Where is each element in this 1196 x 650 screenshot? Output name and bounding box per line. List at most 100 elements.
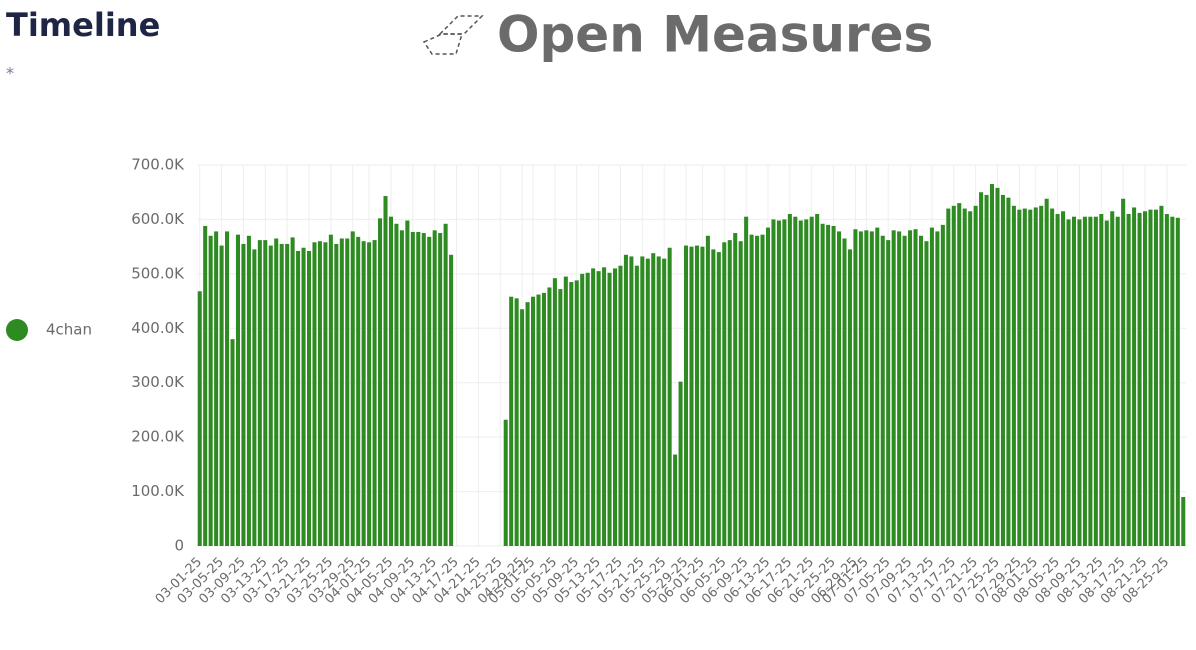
bar	[864, 230, 869, 547]
bar	[946, 208, 951, 547]
bar	[317, 241, 322, 546]
y-tick-label: 100.0K	[131, 482, 185, 500]
bar	[241, 243, 246, 546]
bar	[1132, 207, 1137, 546]
bar	[962, 208, 967, 547]
bar	[984, 194, 989, 546]
bar	[1153, 209, 1158, 547]
bar	[820, 223, 825, 547]
bar	[634, 265, 639, 546]
bar	[388, 216, 393, 546]
bar	[339, 238, 344, 546]
bar	[563, 276, 568, 546]
y-tick-label: 700.0K	[131, 156, 185, 174]
bar	[760, 234, 765, 546]
bar	[1099, 213, 1104, 546]
bar	[1093, 216, 1098, 546]
bar	[263, 240, 268, 546]
bar	[1028, 209, 1033, 547]
bar	[197, 291, 202, 546]
bar	[1039, 205, 1044, 547]
legend-label: 4chan	[46, 321, 92, 339]
bar	[913, 229, 918, 546]
bar	[875, 227, 880, 547]
bar	[378, 218, 383, 546]
bar	[301, 247, 306, 546]
bar	[1110, 211, 1115, 546]
bar	[918, 235, 924, 546]
bar	[399, 230, 404, 547]
bar	[1181, 497, 1186, 546]
bar	[837, 231, 842, 546]
bar	[645, 258, 650, 546]
bar	[733, 233, 738, 547]
bar	[306, 250, 312, 547]
bar	[323, 242, 328, 546]
y-tick-label: 600.0K	[131, 210, 185, 228]
bar	[225, 231, 230, 546]
bar	[296, 250, 301, 547]
bar	[328, 234, 333, 546]
bar	[722, 242, 727, 546]
bar	[383, 196, 388, 546]
bar	[629, 256, 634, 546]
bar	[727, 240, 732, 546]
bar	[711, 249, 716, 546]
bar	[580, 273, 585, 546]
bar	[356, 236, 361, 547]
bar	[793, 216, 798, 546]
bar	[656, 256, 661, 546]
bar	[678, 381, 683, 546]
legend-swatch	[6, 319, 28, 341]
bar	[443, 223, 448, 547]
bar	[618, 265, 623, 546]
bar	[541, 292, 546, 546]
bar	[623, 254, 628, 547]
bar	[897, 231, 902, 546]
bar	[798, 220, 803, 546]
bar	[705, 235, 710, 546]
bar	[755, 235, 760, 546]
y-tick-label: 200.0K	[131, 428, 185, 446]
bar	[1142, 211, 1148, 546]
bar	[1104, 220, 1109, 546]
bar	[831, 225, 836, 546]
page-title: Timeline	[6, 6, 160, 44]
bar	[651, 253, 656, 546]
bar	[1088, 216, 1093, 546]
bar	[1159, 205, 1164, 547]
bar	[531, 296, 536, 546]
bar	[1071, 216, 1077, 546]
bar	[394, 223, 399, 547]
y-tick-label: 300.0K	[131, 373, 185, 391]
bar	[607, 272, 612, 546]
bar	[891, 230, 896, 547]
bar	[957, 203, 962, 546]
bar	[367, 242, 372, 546]
bar	[929, 227, 934, 547]
bar	[1115, 216, 1120, 546]
brand-logo	[422, 15, 484, 55]
bar	[842, 238, 847, 546]
bar	[886, 240, 891, 546]
brand-name: Open Measures	[497, 6, 933, 64]
bar	[1033, 207, 1038, 546]
page-subtitle: *	[6, 64, 14, 83]
bar	[694, 245, 699, 546]
bar	[673, 454, 678, 546]
bar	[787, 213, 792, 546]
bar	[689, 246, 694, 546]
bar	[853, 229, 858, 546]
bar	[990, 184, 995, 547]
bar	[640, 256, 645, 546]
bar	[235, 234, 241, 546]
bar	[744, 216, 749, 546]
bar	[214, 231, 219, 546]
bar	[285, 243, 290, 546]
bar	[274, 238, 279, 546]
bar	[1066, 219, 1071, 546]
bar	[585, 272, 590, 546]
bar	[602, 267, 607, 546]
bar	[279, 243, 284, 546]
